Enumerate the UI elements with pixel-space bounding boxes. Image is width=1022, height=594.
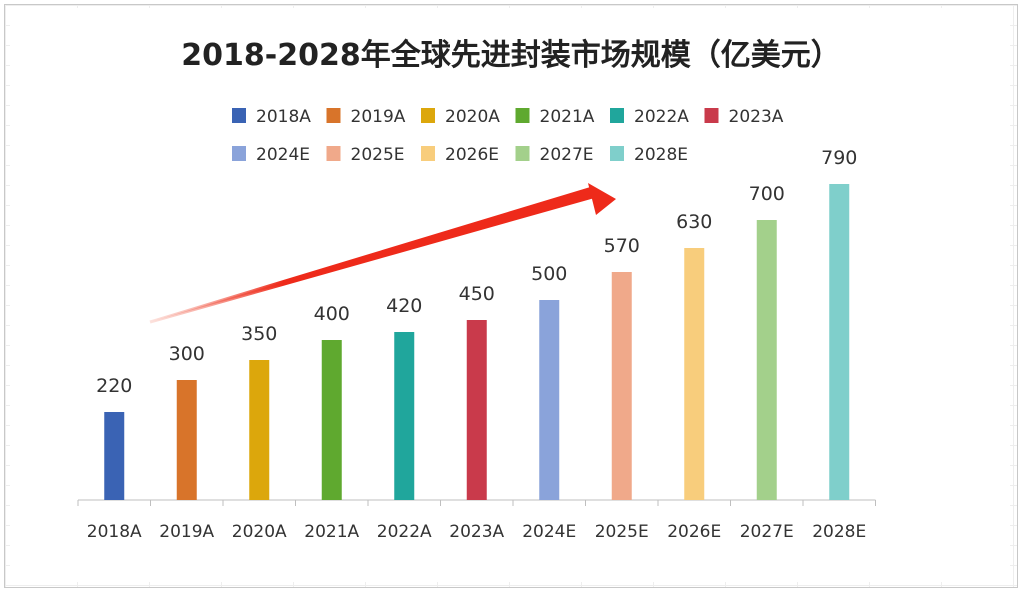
legend-swatch [421, 108, 435, 123]
x-tick-label: 2026E [667, 522, 721, 542]
legend-swatch [704, 108, 719, 123]
bar-2028E [829, 184, 850, 500]
bar-2025E [611, 272, 632, 500]
legend-swatch [515, 146, 530, 161]
data-label: 630 [676, 211, 712, 233]
x-tick-label: 2020A [232, 522, 287, 542]
data-label: 300 [169, 343, 205, 365]
legend-swatch [326, 146, 341, 161]
legend-swatch [326, 108, 341, 123]
bar-2023A [466, 320, 487, 500]
trend-arrow-head [588, 183, 616, 215]
legend-label: 2027E [540, 145, 594, 165]
data-label: 790 [821, 147, 857, 169]
chart-title: 2018-2028年全球先进封装市场规模（亿美元） [181, 38, 841, 73]
data-label: 450 [459, 283, 495, 305]
legend-label: 2026E [445, 145, 499, 165]
legend-swatch [232, 108, 246, 123]
bar-2018A [104, 412, 125, 500]
x-tick-label: 2025E [595, 522, 649, 542]
data-label: 700 [749, 183, 785, 205]
legend-swatch [421, 146, 435, 161]
legend-swatch [232, 146, 246, 161]
bar-2026E [684, 248, 705, 500]
legend-label: 2023A [729, 107, 784, 127]
x-tick-label: 2022A [377, 522, 432, 542]
x-tick-label: 2024E [522, 522, 576, 542]
bar-2027E [756, 220, 777, 500]
bar-2024E [539, 300, 560, 500]
legend-label: 2021A [540, 107, 595, 127]
data-label: 500 [531, 263, 567, 285]
legend-label: 2022A [634, 107, 689, 127]
legend-label: 2019A [351, 107, 406, 127]
x-tick-label: 2018A [87, 522, 142, 542]
legend-label: 2018A [256, 107, 311, 127]
bar-2022A [394, 332, 415, 500]
x-tick-label: 2021A [304, 522, 359, 542]
legend-swatch [610, 146, 624, 161]
legend-label: 2024E [256, 145, 310, 165]
x-tick-label: 2027E [740, 522, 794, 542]
bar-2020A [249, 360, 270, 500]
x-tick-label: 2023A [449, 522, 504, 542]
data-label: 570 [604, 235, 640, 257]
legend-label: 2025E [351, 145, 405, 165]
legend-label: 2028E [634, 145, 688, 165]
bar-2019A [176, 380, 197, 500]
trend-arrow-shaft [149, 186, 599, 324]
legend-label: 2020A [445, 107, 500, 127]
data-label: 220 [96, 375, 132, 397]
data-label: 420 [386, 295, 422, 317]
legend-swatch [610, 108, 624, 123]
data-label: 400 [314, 303, 350, 325]
x-tick-label: 2019A [159, 522, 214, 542]
legend-swatch [515, 108, 530, 123]
bar-2021A [321, 340, 342, 500]
data-label: 350 [241, 323, 277, 345]
x-tick-label: 2028E [812, 522, 866, 542]
